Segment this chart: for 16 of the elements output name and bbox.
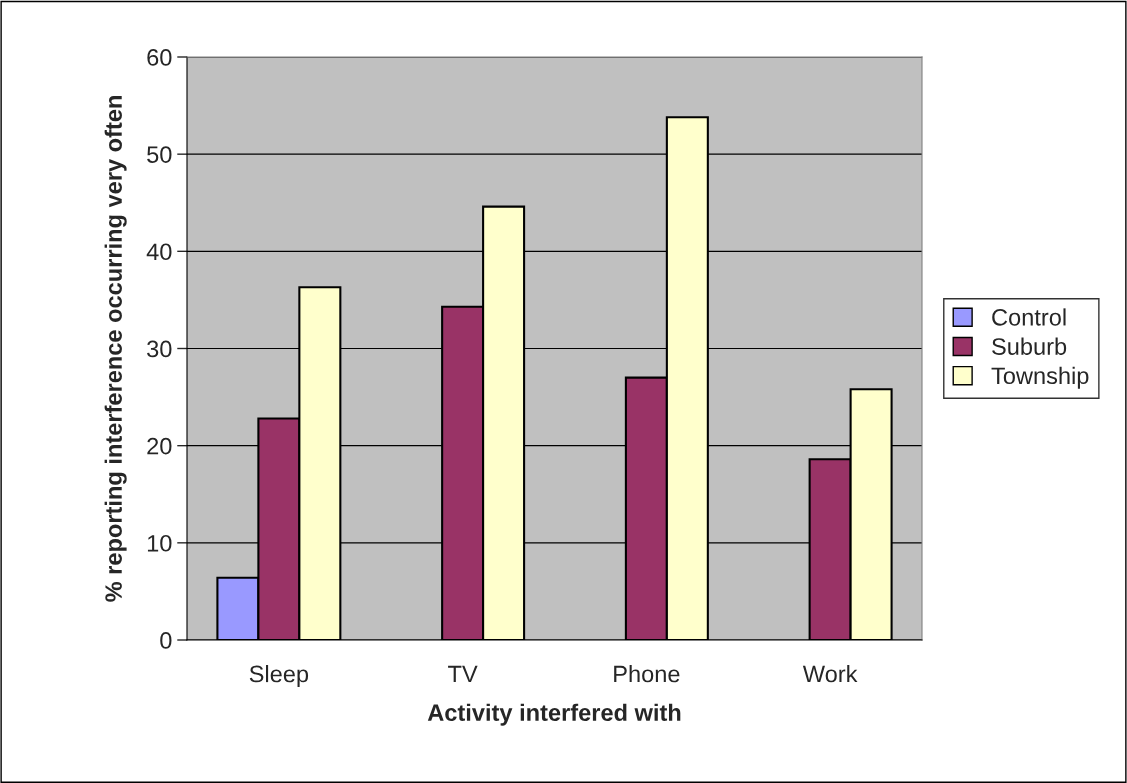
x-tick-label: Phone — [614, 665, 680, 683]
legend-label: Township — [991, 366, 1089, 389]
y-tick-label: 30 — [147, 340, 172, 358]
y-tick-label: 20 — [147, 437, 172, 455]
legend-label: Control — [992, 308, 1066, 326]
y-tick-label: 10 — [147, 534, 172, 552]
x-axis-title: Activity interfered with — [427, 703, 681, 726]
y-tick-label: 50 — [147, 146, 172, 163]
x-tick-label: Work — [802, 665, 858, 683]
x-tick-label: Sleep — [249, 665, 309, 688]
legend-label: Suburb — [992, 337, 1067, 355]
y-tick-label: 40 — [146, 243, 172, 261]
y-axis-title: % reporting interference occurring very often — [104, 96, 127, 602]
y-tick-label: 0 — [160, 632, 172, 649]
y-tick-label: 60 — [147, 49, 172, 66]
x-tick-label: TV — [448, 665, 478, 683]
